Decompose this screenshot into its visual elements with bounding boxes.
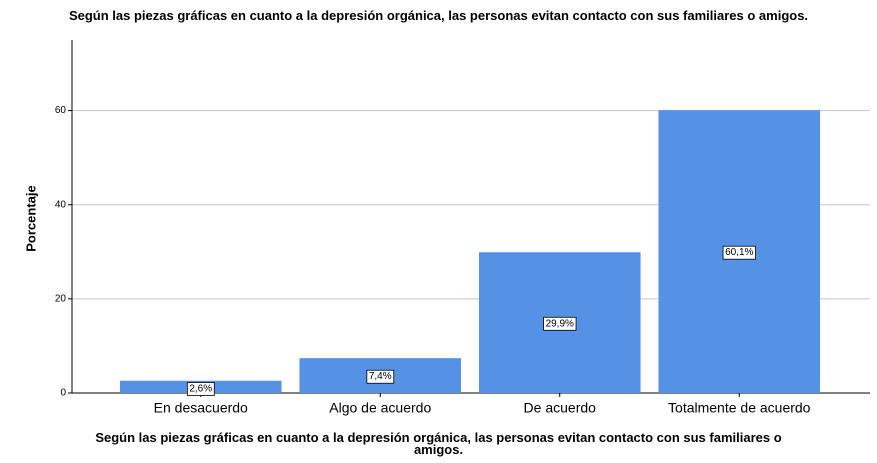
data-label-box [543, 316, 577, 331]
data-label-box [186, 382, 215, 396]
data-label-box [722, 245, 756, 260]
data-label: 29,9% [543, 316, 577, 331]
data-label-text: 7,4% [369, 371, 392, 382]
data-label: 2,6% [186, 382, 215, 396]
data-label: 60,1% [722, 245, 756, 260]
data-label: 7,4% [366, 369, 395, 384]
x-tick-label: Totalmente de acuerdo [668, 400, 811, 416]
x-tick-label: Algo de acuerdo [329, 400, 431, 416]
data-label-text: 29,9% [546, 318, 574, 329]
y-axis-label: Porcentaje [23, 185, 38, 251]
y-tick-label: 20 [55, 294, 67, 305]
x-axis-label: Según las piezas gráficas en cuanto a la… [95, 430, 782, 457]
data-label-text: 2,6% [189, 384, 212, 395]
data-label-text: 60,1% [725, 247, 753, 258]
y-tick-label: 0 [60, 388, 66, 399]
data-label-box [366, 369, 395, 384]
y-tick-label: 60 [55, 105, 67, 116]
x-tick-label: En desacuerdo [154, 400, 248, 416]
x-tick-label: De acuerdo [524, 400, 597, 416]
y-tick-label: 40 [55, 199, 67, 210]
chart-title: Según las piezas gráficas en cuanto a la… [68, 8, 809, 23]
